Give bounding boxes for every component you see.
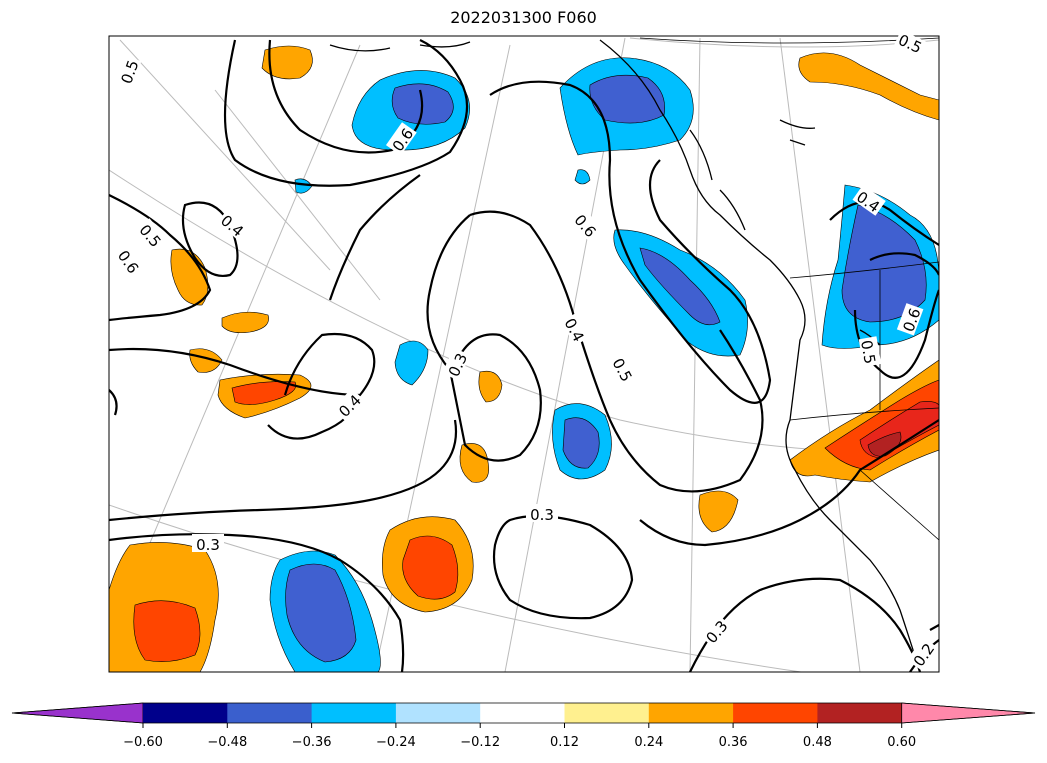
map-title: 2022031300 F060 bbox=[450, 8, 597, 27]
neg-patch-7 bbox=[394, 340, 429, 386]
pos-patch-1 bbox=[261, 45, 313, 80]
contour-12 bbox=[109, 533, 405, 672]
pos-patch-12 bbox=[789, 359, 939, 483]
contour-2 bbox=[268, 39, 424, 154]
colorbar-tick-label: 0.48 bbox=[803, 735, 832, 750]
colorbar-segment bbox=[395, 703, 481, 723]
colorbar-tick-label: −0.36 bbox=[292, 735, 332, 750]
colorbar-tick-label: −0.60 bbox=[123, 735, 163, 750]
pos-patch-9-core bbox=[402, 535, 459, 600]
colorbar-tick-label: 0.24 bbox=[634, 735, 663, 750]
contour-19 bbox=[109, 389, 118, 416]
colorbar-segment bbox=[311, 703, 397, 723]
pos-patch-7 bbox=[478, 371, 503, 403]
filled-anomalies bbox=[109, 45, 939, 672]
coastlines bbox=[329, 39, 921, 672]
neg-patch-9 bbox=[574, 169, 591, 185]
graticule-lines bbox=[109, 37, 939, 672]
colorbar-tick-label: 0.36 bbox=[719, 735, 748, 750]
contour-6 bbox=[109, 332, 376, 397]
colorbar-segment bbox=[227, 703, 313, 723]
map-frame bbox=[108, 35, 940, 673]
pos-patch-6-core bbox=[231, 381, 297, 405]
contour-13 bbox=[492, 514, 634, 620]
pos-patch-10-core bbox=[133, 600, 201, 662]
contour-label: 0.6 bbox=[570, 211, 599, 241]
colorbar-tick-label: 0.12 bbox=[550, 735, 579, 750]
neg-patch-6-core bbox=[285, 563, 357, 663]
contour-5 bbox=[181, 201, 239, 277]
contour-11 bbox=[109, 419, 458, 522]
colorbar-segment bbox=[564, 703, 650, 723]
contour-label: 0.4 bbox=[217, 211, 247, 240]
pos-patch-8 bbox=[459, 443, 489, 483]
contour-label: 0.3 bbox=[530, 506, 554, 524]
pos-patch-12-core bbox=[824, 379, 939, 471]
colorbar-segment bbox=[480, 703, 565, 723]
colorbar: −0.60 −0.48 −0.36 −0.24 −0.12 0.12 0.24 0.36 0.4… bbox=[11, 702, 1036, 750]
contour-10 bbox=[469, 210, 764, 493]
political-borders bbox=[639, 37, 939, 541]
pos-patch-5 bbox=[189, 348, 223, 373]
pos-patch-4 bbox=[221, 311, 269, 334]
neg-patch-3-core bbox=[639, 247, 721, 326]
colorbar-segment bbox=[733, 703, 818, 723]
contour-label: 0.5 bbox=[857, 339, 879, 366]
colorbar-tick-label: 0.60 bbox=[887, 735, 916, 750]
contour-8 bbox=[328, 174, 421, 301]
contour-14 bbox=[639, 419, 939, 547]
pos-patch-2 bbox=[798, 52, 939, 121]
contour-15 bbox=[689, 577, 922, 672]
contour-16 bbox=[829, 200, 939, 246]
contour-9 bbox=[426, 214, 542, 462]
colorbar-tick-label: −0.24 bbox=[376, 735, 416, 750]
contour-lines bbox=[109, 39, 939, 672]
colorbar-segment bbox=[648, 703, 734, 723]
colorbar-tick-label: −0.12 bbox=[460, 735, 500, 750]
map-area bbox=[109, 37, 939, 672]
neg-patch-5-core bbox=[562, 417, 600, 469]
contour-4 bbox=[109, 194, 212, 322]
contour-label-layer: 0.5 0.6 0.5 0.6 0.4 0.6 0.4 0.5 0.4 0.3 … bbox=[114, 29, 938, 671]
pos-patch-3 bbox=[170, 248, 209, 306]
colorbar-over-arrow bbox=[901, 702, 1036, 724]
neg-patch-4-core bbox=[841, 204, 927, 323]
colorbar-segment bbox=[817, 703, 903, 723]
contour-3 bbox=[489, 80, 772, 404]
pos-patch-11 bbox=[698, 490, 739, 533]
contour-1 bbox=[223, 39, 469, 187]
contour-label: 0.6 bbox=[114, 247, 142, 277]
colorbar-under-arrow bbox=[11, 702, 144, 724]
colorbar-segment bbox=[143, 703, 228, 723]
contour-label: 0.3 bbox=[196, 536, 220, 554]
colorbar-tick-label: −0.48 bbox=[207, 735, 247, 750]
